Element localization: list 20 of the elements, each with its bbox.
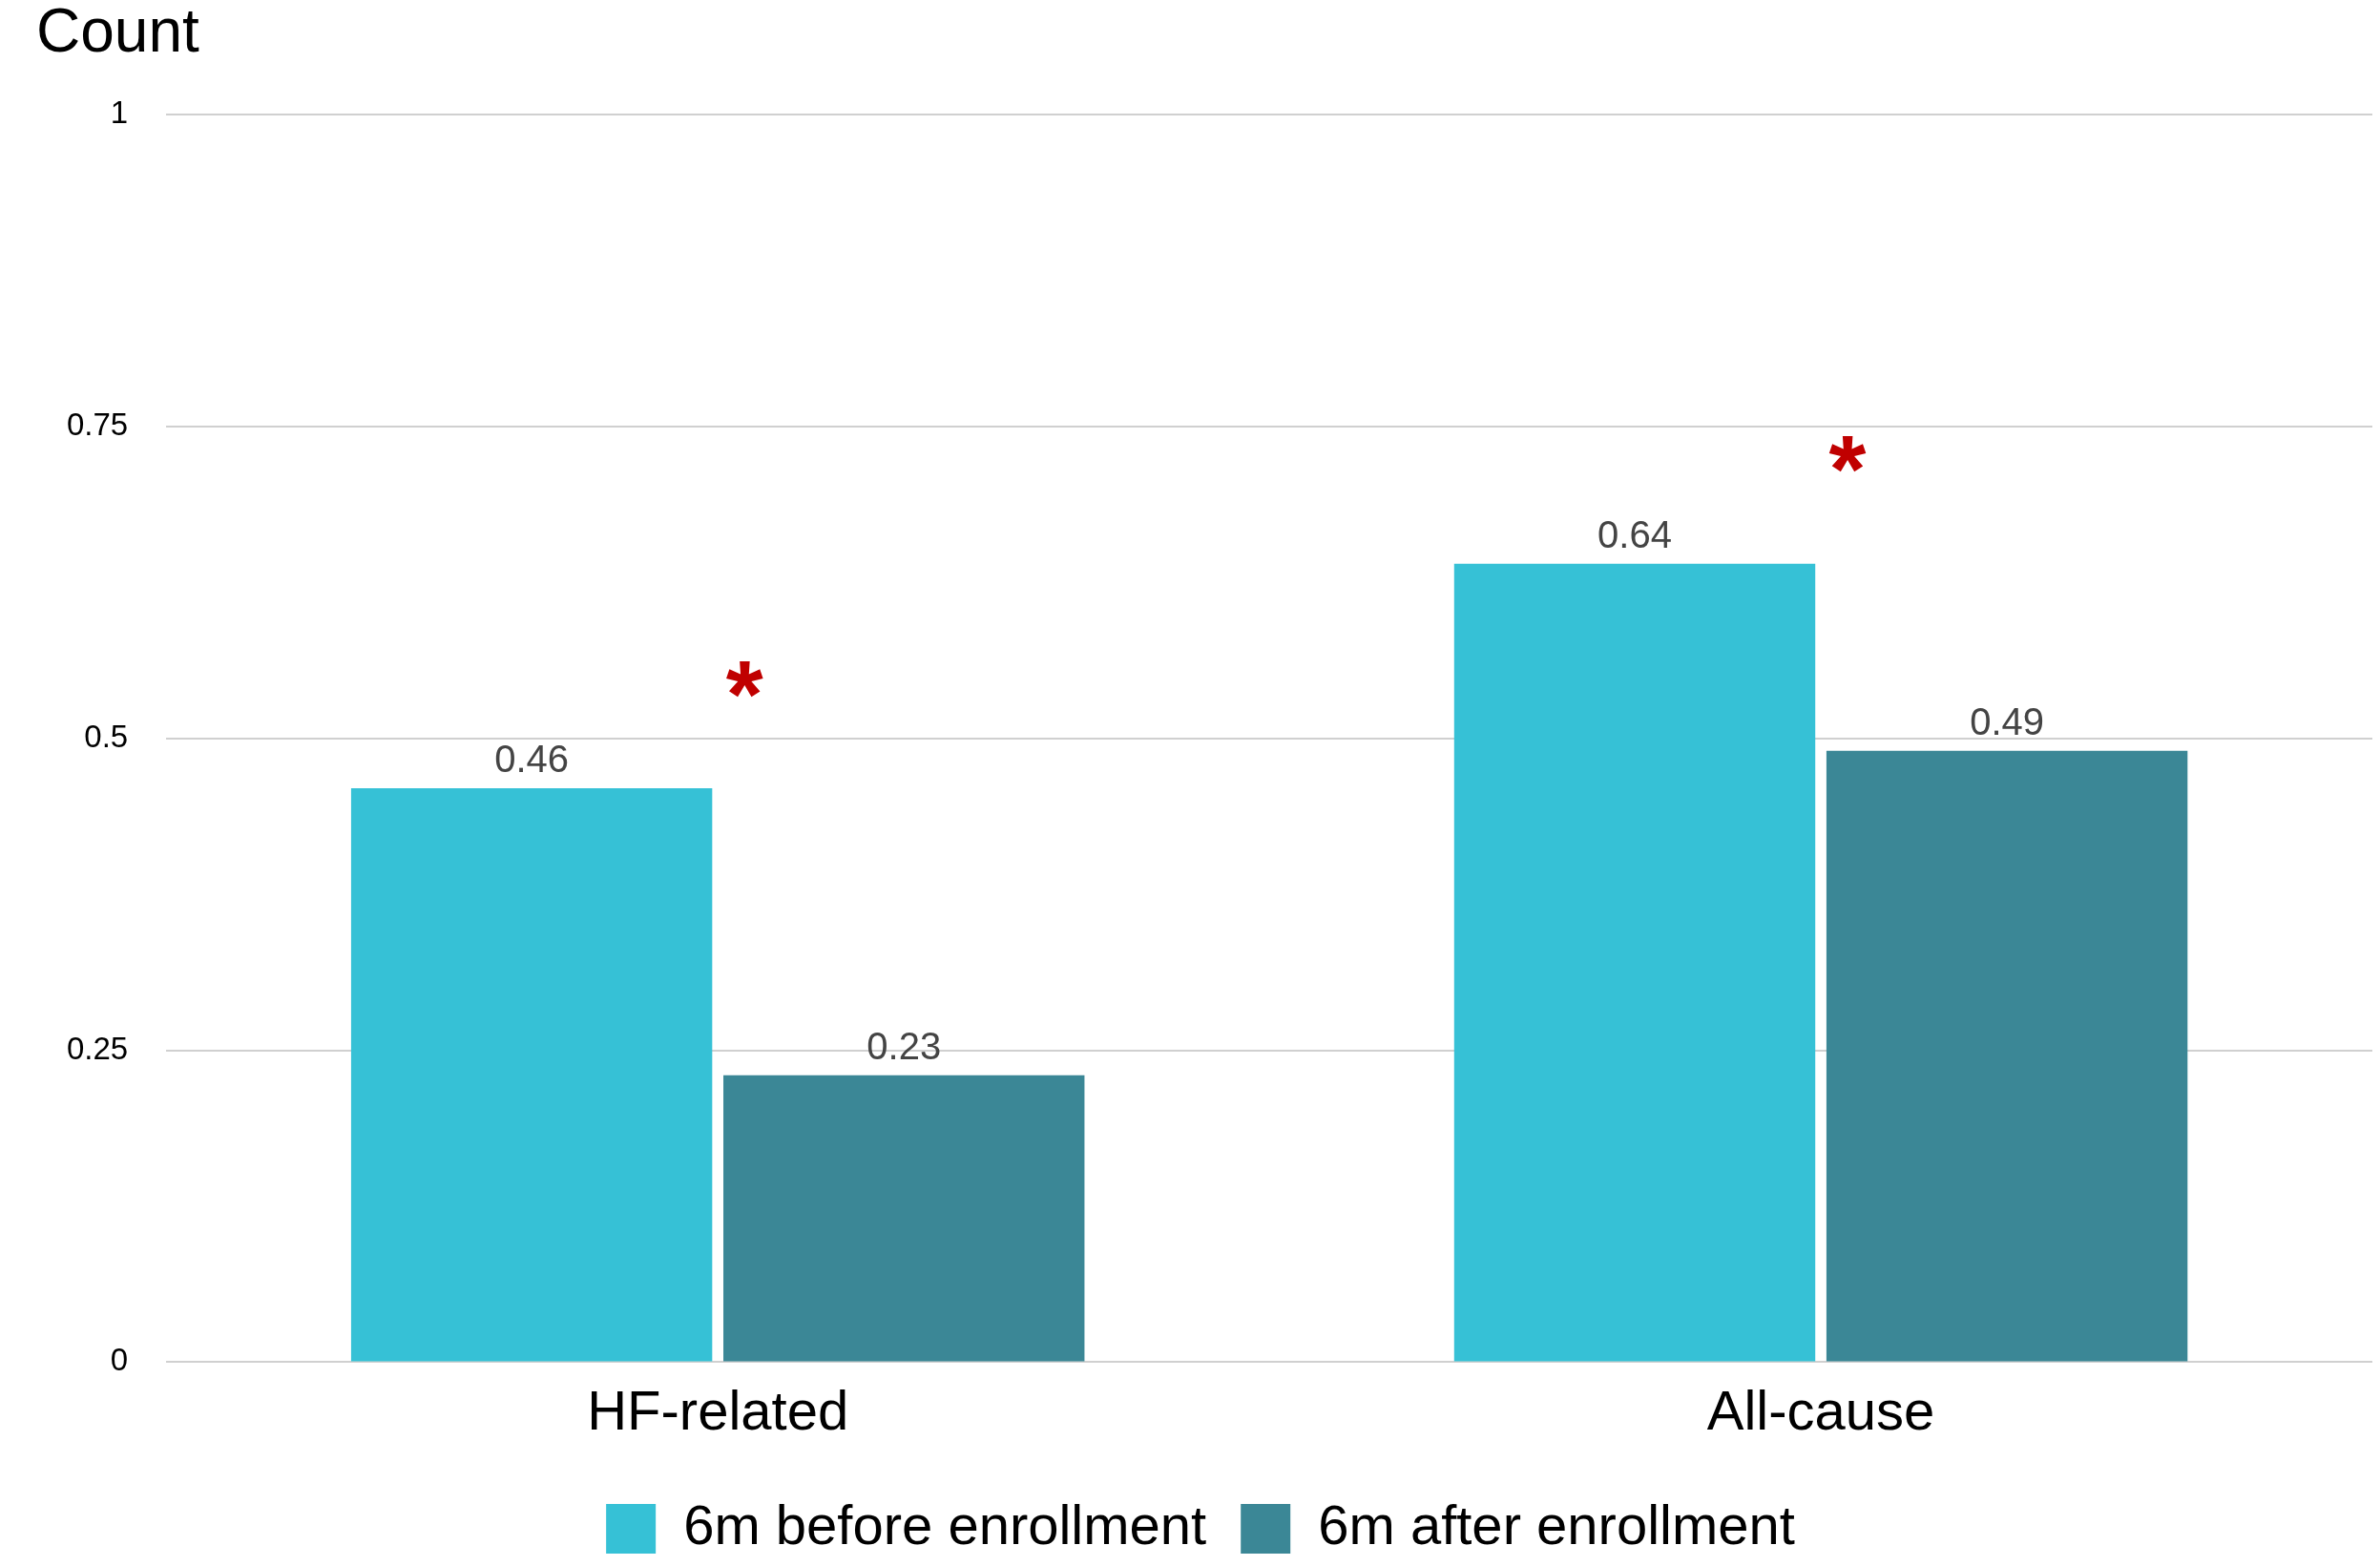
data-label: 0.64 <box>1597 512 1672 555</box>
bar <box>723 1075 1085 1362</box>
data-label: 0.23 <box>866 1024 942 1067</box>
bar <box>1453 563 1816 1362</box>
x-tick-label: HF-related <box>587 1379 849 1442</box>
y-tick-label: 0.75 <box>66 406 129 442</box>
bar <box>350 788 713 1362</box>
y-tick-label: 0 <box>110 1342 129 1378</box>
annotation: * <box>725 639 763 747</box>
data-label: 0.46 <box>494 738 570 781</box>
x-tick-label: All-cause <box>1706 1379 1935 1442</box>
annotation: * <box>1828 415 1867 523</box>
data-label: 0.49 <box>1970 699 2045 742</box>
bar <box>1826 750 2188 1362</box>
legend-label: 6m after enrollment <box>1318 1493 1795 1556</box>
y-tick-label: 0.5 <box>84 718 129 754</box>
legend-label: 6m before enrollment <box>683 1493 1207 1556</box>
y-axis-title: Count <box>36 0 199 65</box>
y-tick-label: 0.25 <box>66 1030 129 1066</box>
y-tick-label: 1 <box>110 94 129 131</box>
